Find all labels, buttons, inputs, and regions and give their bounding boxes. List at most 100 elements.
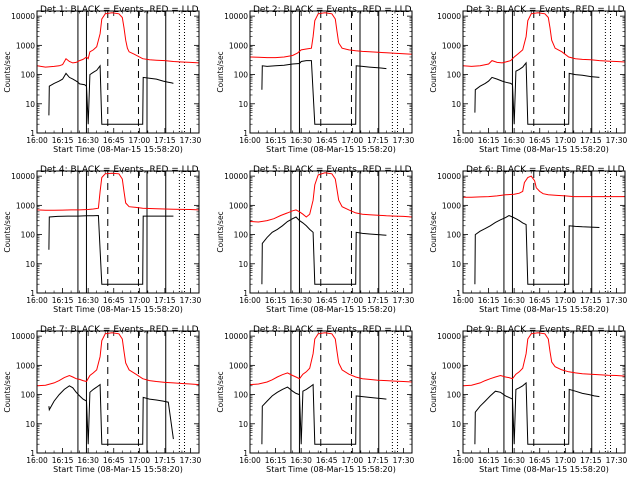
x-tick-label: 16:00	[26, 296, 48, 305]
plot-area	[37, 171, 199, 293]
x-tick-label: 17:00	[555, 296, 577, 305]
x-tick-label: 17:00	[129, 456, 151, 465]
x-tick-label: 16:15	[265, 296, 287, 305]
x-tick-label: 16:00	[452, 296, 474, 305]
x-tick-label: 16:45	[529, 456, 551, 465]
y-tick-label: 1000	[16, 361, 35, 370]
y-tick-label: 1	[456, 289, 461, 298]
x-tick-label: 17:00	[342, 136, 364, 145]
x-tick-label: 16:30	[503, 136, 525, 145]
y-tick-label: 10000	[224, 12, 248, 21]
y-tick-label: 10000	[437, 172, 461, 181]
chart-panel-9: Det 9: BLACK = Events, RED = LLD 1 10 100 10…	[429, 325, 628, 474]
y-tick-label: 100	[234, 71, 249, 80]
x-tick-label: 17:30	[606, 296, 628, 305]
y-tick-label: 10000	[224, 332, 248, 341]
y-tick-label: 10000	[11, 332, 35, 341]
chart-title: Det 6: BLACK = Events, RED = LLD	[466, 165, 625, 175]
y-tick-label: 10000	[11, 172, 35, 181]
y-tick-label: 10000	[437, 12, 461, 21]
chart-panel-4: Det 4: BLACK = Events, RED = LLD 1 10 100 10…	[3, 165, 202, 314]
plot-frame	[462, 330, 626, 454]
x-axis-label: Start Time (08-Mar-15 15:58:20)	[266, 465, 396, 474]
plot-area	[250, 331, 412, 453]
plot-frame	[462, 10, 626, 134]
x-tick-label: 16:45	[529, 136, 551, 145]
x-tick-label: 16:45	[316, 296, 338, 305]
x-tick-label: 16:30	[290, 136, 312, 145]
x-tick-label: 16:30	[503, 456, 525, 465]
y-tick-label: 1	[30, 449, 35, 458]
plot-area	[250, 11, 412, 133]
series-lld-line	[37, 12, 199, 68]
x-tick-label: 16:15	[52, 136, 74, 145]
x-tick-label: 16:00	[239, 296, 261, 305]
y-tick-label: 100	[447, 391, 462, 400]
y-tick-label: 100	[234, 391, 249, 400]
x-tick-label: 17:15	[580, 136, 602, 145]
y-tick-label: 1000	[16, 201, 35, 210]
x-tick-label: 16:15	[265, 456, 287, 465]
x-tick-label: 16:30	[290, 456, 312, 465]
x-tick-label: 16:15	[478, 296, 500, 305]
x-tick-label: 16:45	[316, 456, 338, 465]
y-tick-label: 100	[447, 71, 462, 80]
x-tick-label: 16:45	[529, 296, 551, 305]
y-tick-label: 10000	[437, 332, 461, 341]
x-tick-label: 16:45	[103, 296, 125, 305]
x-tick-label: 16:45	[103, 456, 125, 465]
chart-title: Det 3: BLACK = Events, RED = LLD	[466, 5, 625, 15]
x-axis-label: Start Time (08-Mar-15 15:58:20)	[479, 145, 609, 154]
y-tick-label: 1000	[442, 361, 461, 370]
series-events-line	[474, 61, 600, 125]
plot-frame	[36, 10, 200, 134]
y-tick-label: 1000	[442, 41, 461, 50]
y-tick-label: 1000	[229, 201, 248, 210]
y-tick-label: 1	[243, 449, 248, 458]
x-tick-label: 17:15	[367, 456, 389, 465]
x-tick-label: 16:00	[452, 456, 474, 465]
x-tick-label: 17:00	[129, 136, 151, 145]
x-tick-label: 16:30	[77, 296, 99, 305]
y-tick-label: 1	[456, 449, 461, 458]
x-tick-label: 17:00	[555, 456, 577, 465]
series-events-line	[474, 381, 600, 445]
x-tick-label: 17:30	[180, 456, 202, 465]
y-tick-label: 10	[25, 420, 35, 429]
x-tick-label: 17:15	[580, 456, 602, 465]
x-tick-label: 16:15	[478, 136, 500, 145]
series-events-line	[48, 214, 174, 285]
x-tick-label: 17:15	[580, 296, 602, 305]
chart-title: Det 4: BLACK = Events, RED = LLD	[40, 165, 199, 175]
y-tick-label: 10	[238, 420, 248, 429]
x-tick-label: 17:15	[367, 136, 389, 145]
x-tick-label: 16:30	[77, 456, 99, 465]
x-tick-label: 16:00	[239, 136, 261, 145]
x-tick-label: 16:15	[478, 456, 500, 465]
chart-title: Det 2: BLACK = Events, RED = LLD	[253, 5, 412, 15]
chart-panel-3: Det 3: BLACK = Events, RED = LLD 1 10 100 10…	[429, 5, 628, 154]
chart-title: Det 9: BLACK = Events, RED = LLD	[466, 325, 625, 335]
chart-panel-8: Det 8: BLACK = Events, RED = LLD 1 10 100 10…	[216, 325, 415, 474]
y-tick-label: 10	[25, 100, 35, 109]
y-axis-label: Counts/sec	[429, 51, 438, 92]
y-tick-label: 100	[447, 231, 462, 240]
x-tick-label: 16:30	[503, 296, 525, 305]
series-lld-line	[37, 332, 199, 387]
y-tick-label: 100	[21, 71, 36, 80]
y-tick-label: 1000	[16, 41, 35, 50]
x-tick-label: 17:00	[555, 136, 577, 145]
y-tick-label: 10	[238, 260, 248, 269]
plot-area	[37, 11, 199, 133]
series-lld-line	[463, 175, 625, 198]
y-tick-label: 1000	[229, 361, 248, 370]
x-tick-label: 17:30	[393, 456, 415, 465]
x-tick-label: 16:30	[290, 296, 312, 305]
x-tick-label: 17:00	[342, 456, 364, 465]
plot-frame	[36, 330, 200, 454]
y-tick-label: 1000	[229, 41, 248, 50]
y-tick-label: 10000	[11, 12, 35, 21]
series-lld-line	[250, 332, 412, 386]
x-tick-label: 17:30	[180, 136, 202, 145]
series-lld-line	[463, 12, 625, 67]
